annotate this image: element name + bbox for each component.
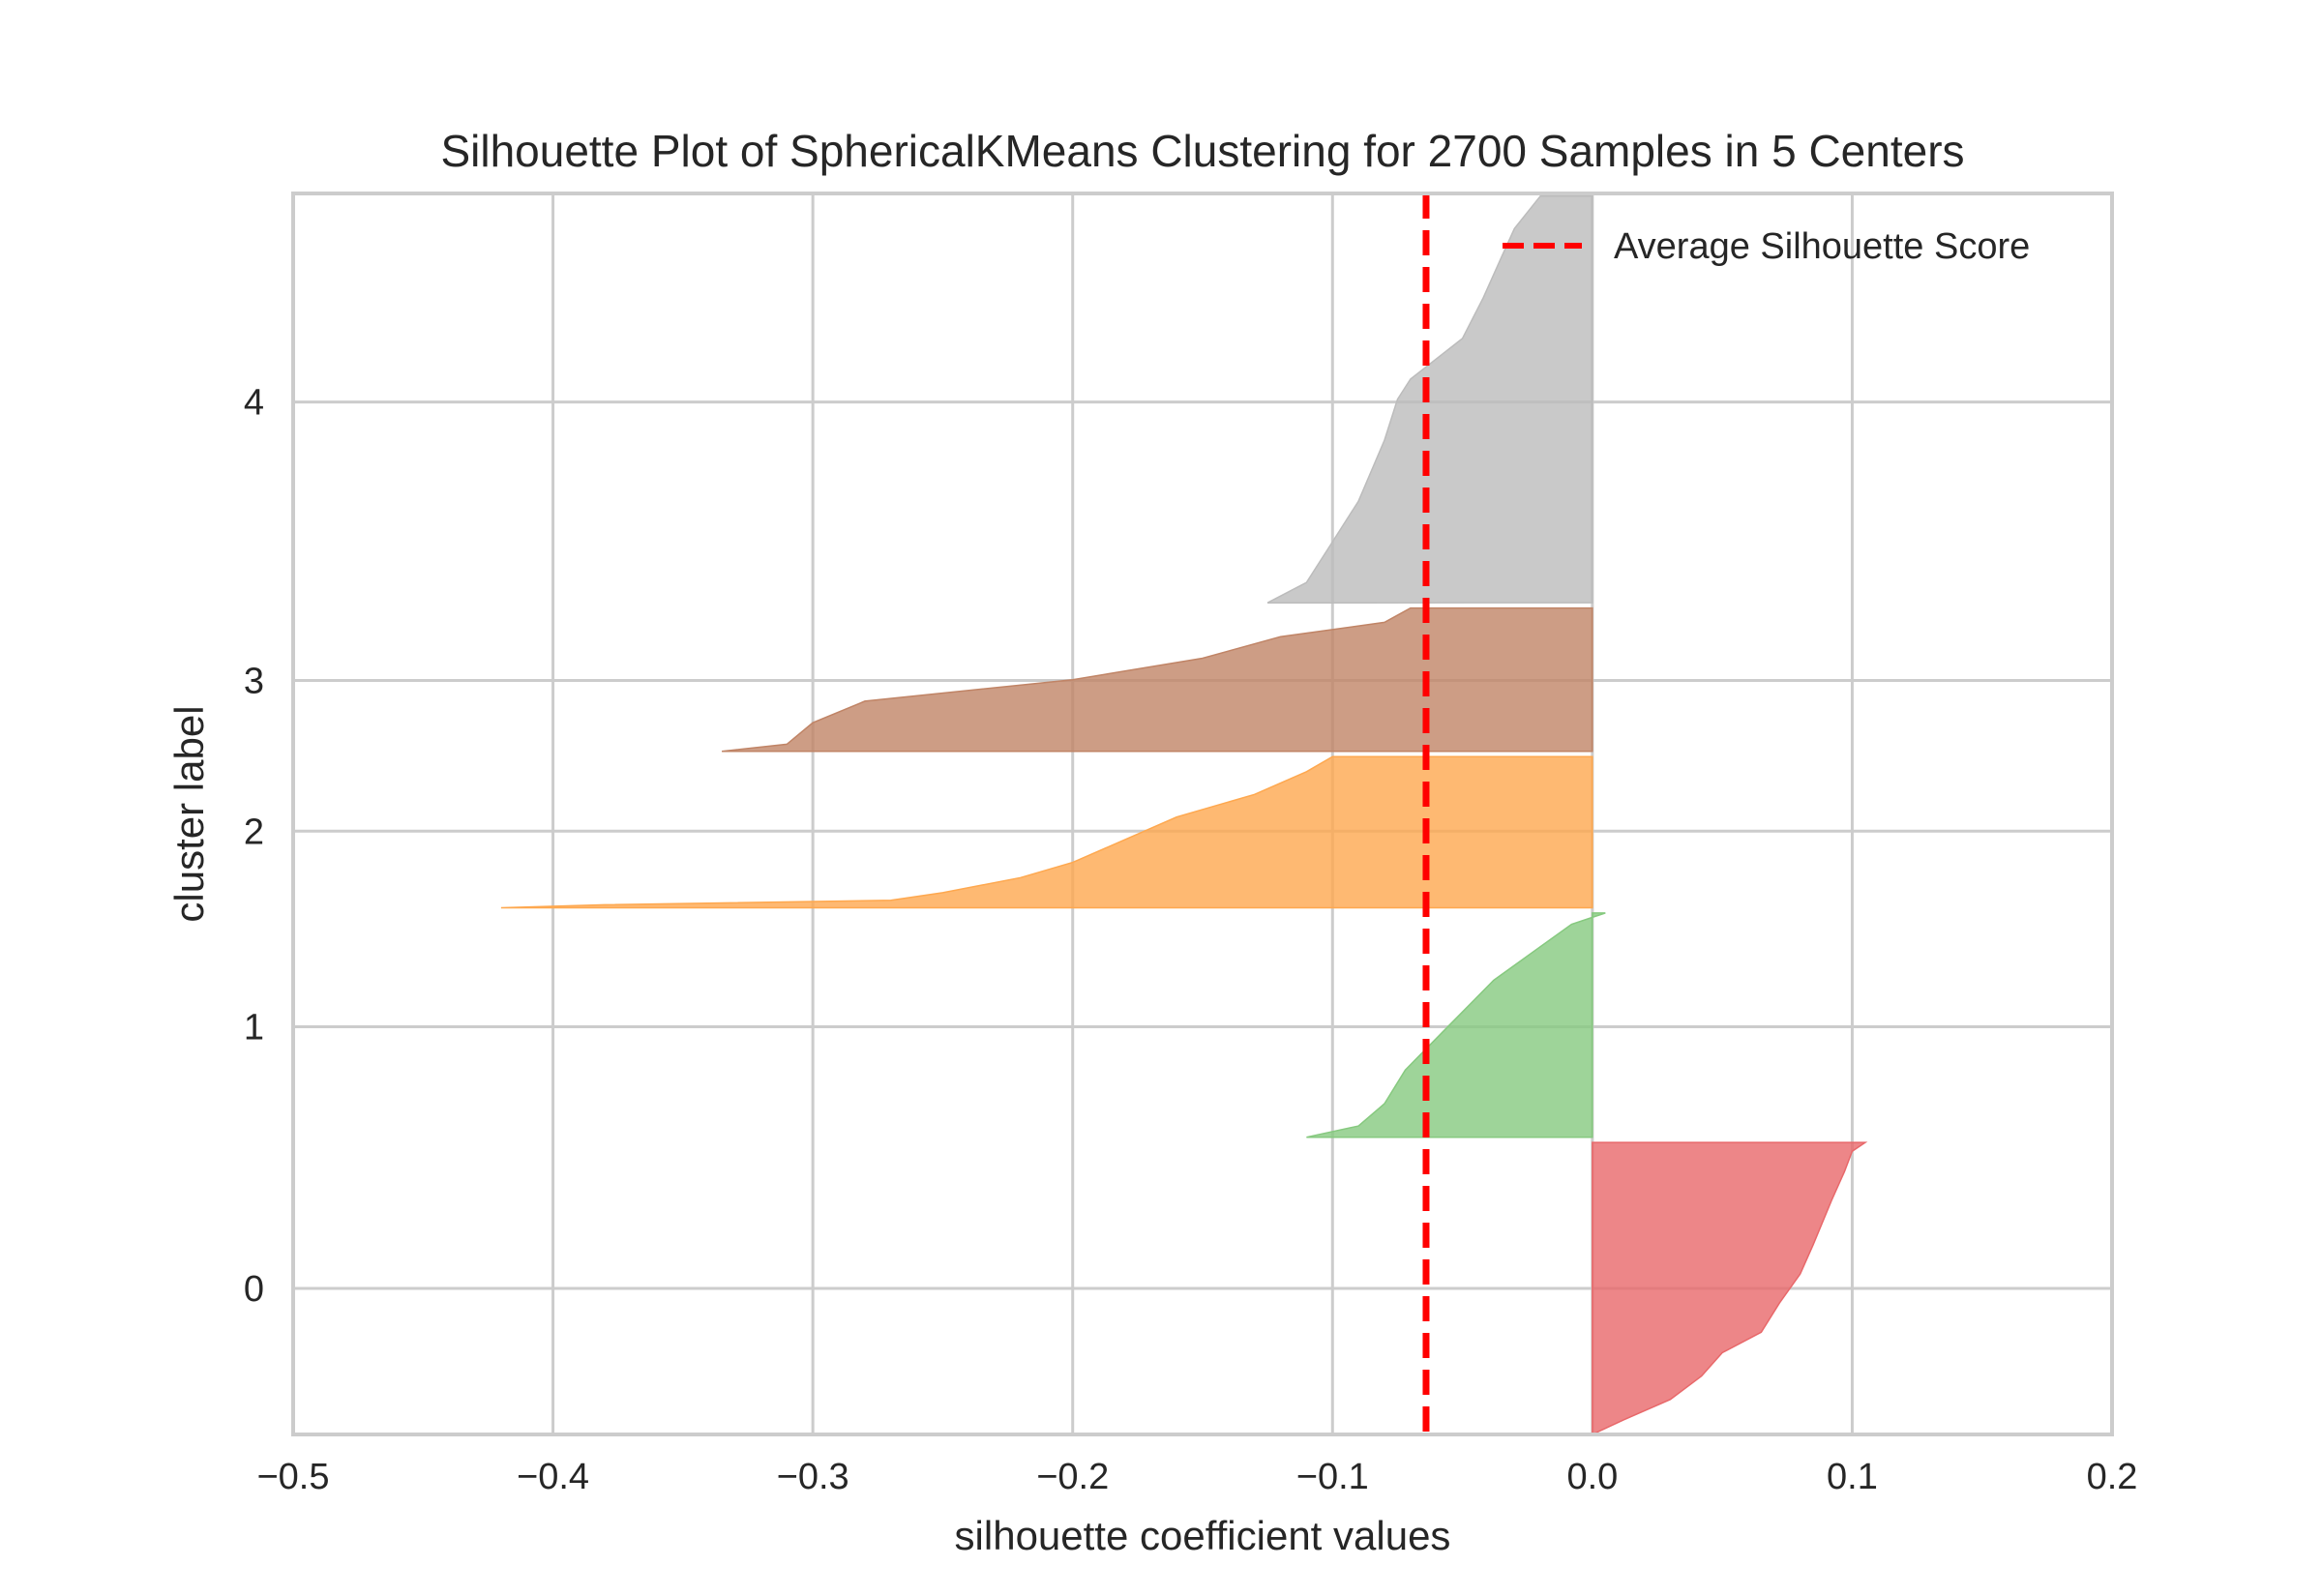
cluster-area-2 (500, 755, 1593, 909)
y-tick-label: 1 (244, 1007, 264, 1048)
cluster-area-3 (722, 606, 1593, 753)
y-tick-label: 3 (244, 661, 264, 701)
x-tick-label: 0.0 (1566, 1457, 1618, 1497)
x-tick-label: 0.2 (2087, 1457, 2138, 1497)
x-tick-label: −0.1 (1296, 1457, 1369, 1497)
x-tick-label: −0.3 (777, 1457, 849, 1497)
y-tick-label: 0 (244, 1269, 264, 1310)
plot-frame (291, 192, 2114, 1436)
chart-title: Silhouette Plot of SphericalKMeans Clust… (440, 126, 1964, 176)
x-tick-label: −0.2 (1036, 1457, 1109, 1497)
y-axis-label: cluster label (166, 705, 212, 922)
cluster-area-1 (1306, 912, 1606, 1138)
cluster-area-4 (1266, 194, 1593, 604)
x-tick-labels: −0.5 −0.4 −0.3 −0.2 −0.1 0.0 0.1 0.2 (256, 1457, 2137, 1497)
y-tick-labels: 0 1 2 3 4 (244, 383, 264, 1310)
cluster-areas (500, 194, 1868, 1435)
legend: Average Silhouette Score (1503, 226, 2030, 267)
x-tick-label: 0.1 (1827, 1457, 1878, 1497)
x-axis-label: silhouette coefficient values (955, 1513, 1451, 1558)
x-tick-label: −0.5 (256, 1457, 329, 1497)
x-tick-label: −0.4 (517, 1457, 589, 1497)
y-tick-label: 4 (244, 383, 264, 424)
legend-label-average: Average Silhouette Score (1614, 226, 2030, 267)
y-tick-label: 2 (244, 812, 264, 852)
cluster-area-0 (1592, 1141, 1868, 1435)
